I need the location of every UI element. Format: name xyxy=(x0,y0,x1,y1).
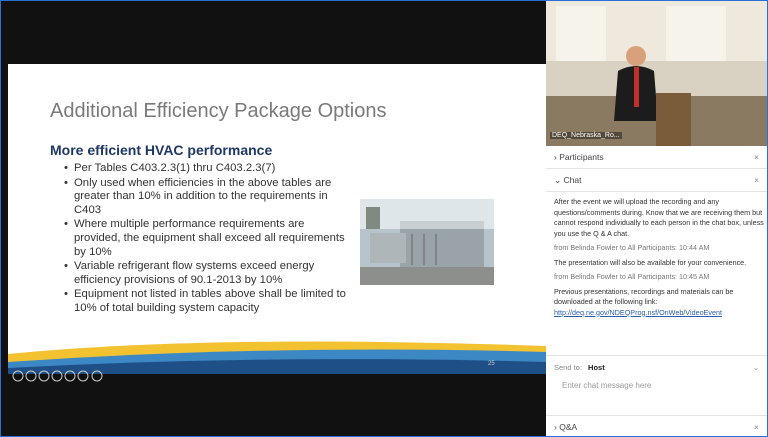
bullet-list: Per Tables C403.2.3(1) thru C403.2.3(7)O… xyxy=(64,162,354,317)
chat-message: After the event we will upload the recor… xyxy=(554,197,766,239)
recipient[interactable]: Host xyxy=(588,363,605,372)
sender: from Belinda Fowler to All Participants: xyxy=(554,272,677,281)
qa-header[interactable]: › Q&A× xyxy=(546,415,767,437)
chat-message: Previous presentations, recordings and m… xyxy=(554,287,766,319)
chat-message: The presentation will also be available … xyxy=(554,258,766,269)
send-to[interactable]: Send to: Host⌄ xyxy=(546,355,767,380)
chat-header[interactable]: ⌄ Chat× xyxy=(546,169,767,192)
bullet: Only used when efficiencies in the above… xyxy=(64,177,354,218)
sender: from Belinda Fowler to All Participants: xyxy=(554,243,677,252)
webinar-window: Additional Efficiency Package Options Mo… xyxy=(0,0,768,437)
participants-label[interactable]: Participants xyxy=(559,152,603,162)
video-label: DEQ_Nebraska_Ro... xyxy=(550,132,622,139)
bullet: Variable refrigerant flow systems exceed… xyxy=(64,260,354,287)
chat-message: from Belinda Fowler to All Participants:… xyxy=(554,272,766,283)
slide-heading: More efficient HVAC performance xyxy=(50,142,272,158)
participants-header[interactable]: › Participants× xyxy=(546,146,767,169)
page-number: 25 xyxy=(488,361,495,367)
message-link[interactable]: http://deq.ne.gov/NDEQProg.nsf/OnWeb/Vid… xyxy=(554,308,722,317)
chat-label[interactable]: Chat xyxy=(563,175,581,185)
chat-input[interactable]: Enter chat message here xyxy=(562,381,651,390)
qa-label[interactable]: Q&A xyxy=(559,422,577,432)
bullet: Per Tables C403.2.3(1) thru C403.2.3(7) xyxy=(64,162,354,176)
message-text: After the event we will upload the recor… xyxy=(554,197,764,238)
hvac-photo xyxy=(360,199,494,285)
slide-title: Additional Efficiency Package Options xyxy=(50,100,387,123)
video-feed xyxy=(546,1,767,146)
slide: Additional Efficiency Package Options Mo… xyxy=(8,64,546,374)
side-panel: DEQ_Nebraska_Ro... › Participants× ⌄ Cha… xyxy=(546,1,767,436)
send-to-label: Send to: xyxy=(554,363,582,372)
bullet: Equipment not listed in tables above sha… xyxy=(64,288,354,315)
chat-messages: After the event we will upload the recor… xyxy=(554,197,766,322)
message-text: Previous presentations, recordings and m… xyxy=(554,287,733,307)
slide-wave xyxy=(8,332,546,374)
timestamp: 10:44 AM xyxy=(679,243,709,252)
slide-toolbar[interactable] xyxy=(11,369,111,383)
message-text: The presentation will also be available … xyxy=(554,258,746,267)
chat-message: from Belinda Fowler to All Participants:… xyxy=(554,243,766,254)
timestamp: 10:45 AM xyxy=(679,272,709,281)
bullet: Where multiple performance requirements … xyxy=(64,218,354,259)
